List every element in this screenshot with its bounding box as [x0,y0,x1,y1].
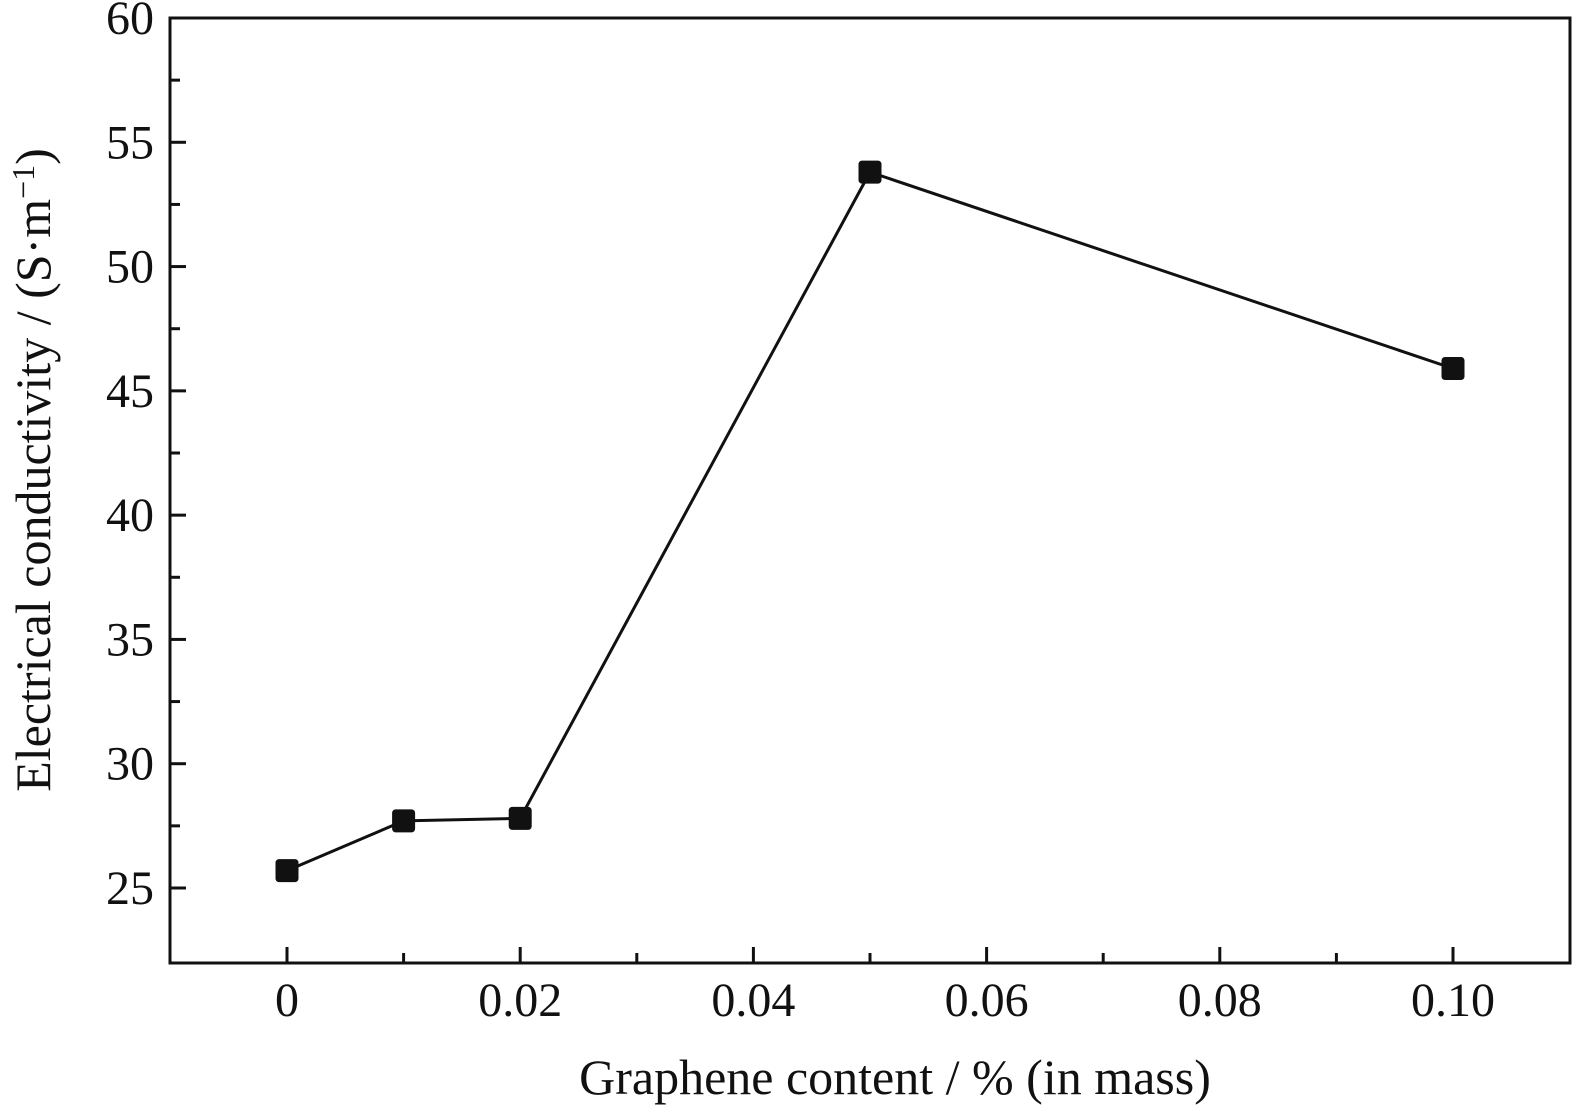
y-axis-title-text: Electrical conductivity / (S·m [5,199,61,792]
series-segment [869,170,1454,370]
data-point-marker [858,160,882,184]
series-segment [403,816,521,823]
y-axis-title-superscript: −1 [5,165,41,199]
x-axis-title: Graphene content / % (in mass) [579,1049,1211,1105]
series-segment [286,819,405,872]
y-tick-label: 60 [106,0,154,45]
y-axis-ticks [170,16,186,890]
series-markers [275,160,1465,883]
x-axis-ticks [285,947,1455,963]
x-tick-label: 0.08 [1178,974,1262,1027]
y-tick-label: 45 [106,365,154,418]
y-axis-title-close: ) [5,148,61,165]
y-tick-label: 40 [106,489,154,542]
y-tick-label: 50 [106,241,154,294]
y-tick-label: 25 [106,862,154,915]
x-axis-tick-labels: 0 0.02 0.04 0.06 0.08 0.10 [275,974,1495,1027]
data-point-marker [1441,356,1465,380]
y-axis-tick-labels: 25 30 35 40 45 50 55 60 [106,0,154,915]
data-point-marker [275,859,299,883]
y-tick-label: 30 [106,738,154,791]
x-tick-label: 0 [275,974,299,1027]
series-segment [518,171,872,820]
y-tick-label: 35 [106,613,154,666]
x-tick-label: 0.04 [711,974,795,1027]
data-point-marker [508,806,532,830]
plot-frame [168,16,1572,965]
y-axis-title: Electrical conductivity / (S·m−1) [5,148,61,792]
y-tick-label: 55 [106,116,154,169]
x-tick-label: 0.10 [1411,974,1495,1027]
x-tick-label: 0.02 [478,974,562,1027]
x-tick-label: 0.06 [945,974,1029,1027]
data-point-marker [392,809,416,833]
series-line [286,170,1454,872]
